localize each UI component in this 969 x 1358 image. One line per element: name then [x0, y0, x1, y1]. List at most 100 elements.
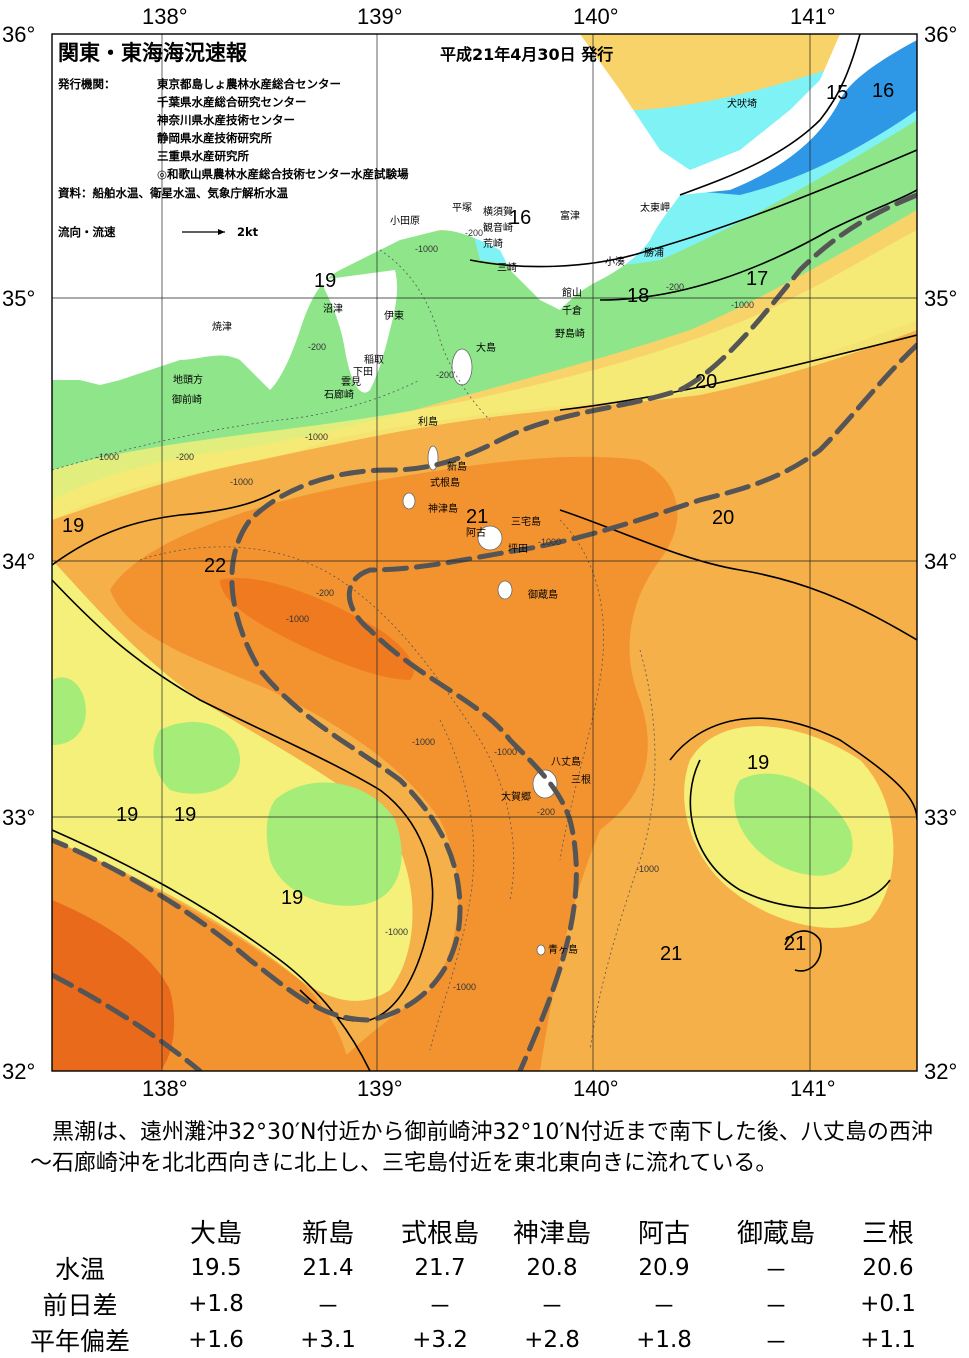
row-label: 前日差	[42, 1291, 118, 1320]
isotherm-label: 19	[62, 515, 84, 537]
data-sources: 資料：船舶水温、衛星水温、気象庁解析水温	[58, 186, 288, 200]
isotherm-15	[679, 34, 861, 196]
place-label: 沼津	[323, 302, 343, 315]
summary-text: 黒潮は、遠州灘沖32°30′N付近から御前崎沖32°10′N付近まで南下した後、…	[30, 1120, 933, 1176]
lon-label-top: 141°	[790, 4, 836, 29]
lat-label-left: 33°	[2, 805, 35, 830]
isotherm-label: 16	[872, 80, 894, 102]
depth-contour	[559, 519, 604, 861]
lat-label-right: 32°	[924, 1059, 957, 1084]
sst-area-18-c	[52, 677, 86, 745]
table-row: 水温 19.5 21.4 21.7 20.8 20.9 － 20.6	[0, 1250, 944, 1286]
island-oshima	[451, 348, 473, 386]
depth-label: -1000	[453, 982, 476, 992]
place-label: 伊東	[384, 309, 404, 322]
isotherm-label: 19	[281, 887, 303, 909]
lat-label-right: 34°	[924, 549, 957, 574]
depth-contour	[379, 249, 491, 421]
kuroshio-summary: 黒潮は、遠州灘沖32°30′N付近から御前崎沖32°10′N付近まで南下した後、…	[30, 1117, 950, 1179]
place-label: 荒崎	[483, 237, 503, 250]
island-hachijojima	[532, 769, 558, 799]
table-cell: －	[764, 1258, 788, 1284]
isotherm-label: 19	[747, 752, 769, 774]
issuer-item: 東京都島しょ農林水産総合センター	[157, 77, 341, 91]
row-label: 平年偏差	[29, 1327, 130, 1356]
place-label: 大島	[476, 341, 496, 354]
place-label: 勝浦	[644, 246, 664, 259]
lon-label-top: 138°	[142, 4, 188, 29]
lon-label-top: 139°	[357, 4, 403, 29]
column-header: 御蔵島	[736, 1219, 815, 1249]
isotherm-20-e	[669, 717, 917, 821]
place-label: 野島崎	[555, 327, 585, 340]
table-cell: +1.8	[188, 1291, 244, 1317]
kuroshio-axis	[52, 192, 917, 1071]
island-kozushima	[402, 492, 416, 510]
isotherm-label: 20	[695, 371, 717, 393]
land-mass-izu	[320, 270, 398, 393]
issuer-item: 静岡県水産技術研究所	[157, 131, 272, 145]
place-label: 千倉	[562, 304, 582, 317]
place-label: 雲見	[341, 376, 361, 388]
isotherm-20-e2	[689, 759, 891, 909]
issuer-label: 発行機関：	[57, 77, 116, 91]
lat-label-left: 35°	[2, 286, 35, 311]
place-label: 青ヶ島	[548, 943, 578, 956]
depth-label: -1000	[96, 452, 119, 462]
lon-label-bottom: 139°	[357, 1076, 403, 1100]
table-cell: +3.1	[300, 1327, 356, 1353]
depth-label: -200	[465, 228, 483, 238]
bulletin-title: 関東・東海海況速報	[58, 41, 248, 65]
place-label: 犬吠埼	[727, 97, 757, 110]
isotherm-21-se	[784, 930, 822, 972]
depth-label: -1000	[538, 537, 561, 547]
lat-label-right: 33°	[924, 805, 957, 830]
lat-label-left: 32°	[2, 1059, 35, 1084]
place-label: 地頭方	[173, 373, 203, 386]
place-label: 御蔵島	[528, 588, 558, 601]
table-cell: +0.1	[860, 1291, 916, 1317]
issuer-item: 三重県水産研究所	[157, 149, 249, 163]
table-cell: 20.6	[862, 1255, 914, 1281]
lat-label-right: 35°	[924, 286, 957, 311]
issuer-item: 千葉県水産総合研究センター	[157, 95, 307, 109]
depth-label: -200	[666, 282, 684, 292]
isotherm-21-e	[559, 509, 917, 641]
lon-label-bottom: 141°	[790, 1076, 836, 1100]
column-header: 大島	[189, 1219, 242, 1249]
axis-labels: 138° 139° 140° 141° 138° 139° 140° 141° …	[2, 4, 957, 1100]
bathymetry-lines	[52, 249, 656, 1051]
depth-label: -200	[316, 588, 334, 598]
depth-label: -1000	[385, 927, 408, 937]
sst-area-18-a	[266, 782, 402, 906]
place-label: 小湊	[605, 255, 625, 268]
depth-label: -200	[176, 452, 194, 462]
sst-area-18-e	[734, 773, 853, 876]
place-label: 稲取	[364, 354, 384, 366]
isotherm-label: 21	[784, 933, 806, 955]
depth-label: -1000	[230, 477, 253, 487]
sst-area-23	[220, 578, 414, 680]
place-label: 小田原	[390, 215, 420, 227]
issue-date: 平成21年4月30日 発行	[440, 45, 613, 64]
table-cell: +1.1	[860, 1327, 916, 1353]
table-cell: －	[652, 1294, 676, 1320]
place-label: 新島	[447, 460, 467, 473]
place-label: 横須賀	[483, 205, 513, 218]
place-label: 八丈島	[551, 755, 581, 768]
table-cell: －	[764, 1294, 788, 1320]
kuroshio-main-path	[52, 192, 917, 1023]
isotherm-17	[599, 189, 917, 301]
column-header: 式根島	[400, 1219, 479, 1249]
isotherm-22-sw	[52, 829, 371, 1071]
sst-area-18-b	[153, 721, 240, 794]
place-label: 館山	[562, 286, 582, 299]
table-cell: 20.9	[638, 1255, 690, 1281]
place-label: 神津島	[428, 502, 458, 515]
depth-contour	[52, 379, 421, 471]
lon-label-top: 140°	[573, 4, 619, 29]
isotherm-label: 15	[826, 82, 848, 104]
place-label: 御前崎	[172, 393, 202, 406]
isotherm-lines	[52, 34, 917, 1071]
lon-label-bottom: 138°	[142, 1076, 188, 1100]
